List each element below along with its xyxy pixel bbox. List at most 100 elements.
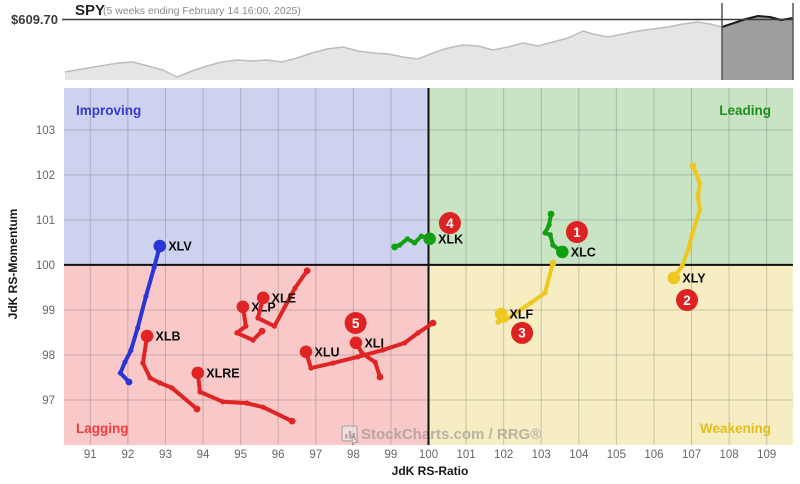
trail-point-XLI xyxy=(372,359,378,365)
trail-point-XLP xyxy=(243,323,249,329)
symbol-dot-XLF[interactable] xyxy=(494,307,508,321)
x-tick-label: 91 xyxy=(84,449,97,461)
symbol-label-XLU[interactable]: XLU xyxy=(314,345,339,359)
symbol-label-XLRE[interactable]: XLRE xyxy=(206,366,239,380)
symbol-dot-XLE[interactable] xyxy=(256,291,270,305)
trail-point-XLY xyxy=(679,263,685,269)
spy-subtitle: (5 weeks ending February 14 16:00, 2025) xyxy=(103,5,301,17)
symbol-dot-XLV[interactable] xyxy=(153,239,167,253)
symbol-label-XLC[interactable]: XLC xyxy=(571,245,596,259)
stockcharts-watermark: StockCharts.com / RRG® xyxy=(341,425,541,447)
trail-point-XLU xyxy=(380,347,386,353)
spy-area xyxy=(65,16,793,80)
symbol-dot-XLP[interactable] xyxy=(236,300,250,314)
trail-point-XLY xyxy=(685,247,691,253)
x-tick-label: 92 xyxy=(121,449,134,461)
y-axis-title: JdK RS-Momentum xyxy=(6,208,20,320)
trail-point-XLK xyxy=(418,233,424,239)
symbol-label-XLK[interactable]: XLK xyxy=(438,232,463,246)
annotation-badge-number: 2 xyxy=(683,293,691,308)
symbol-dot-XLY[interactable] xyxy=(667,271,681,285)
trail-point-XLV xyxy=(125,378,133,386)
x-tick-label: 102 xyxy=(494,449,513,461)
symbol-label-XLY[interactable]: XLY xyxy=(682,271,706,285)
trail-point-XLY xyxy=(695,194,701,200)
x-tick-label: 105 xyxy=(607,449,626,461)
x-tick-label: 107 xyxy=(682,449,701,461)
x-tick-label: 98 xyxy=(347,449,360,461)
trail-point-XLC xyxy=(546,222,552,228)
quadrant-label-lagging: Lagging xyxy=(76,421,129,436)
trail-point-XLC xyxy=(547,232,553,238)
trail-point-XLV xyxy=(143,293,149,300)
x-tick-label: 101 xyxy=(456,449,475,461)
trail-point-XLI xyxy=(359,350,365,356)
annotation-badge-number: 1 xyxy=(573,225,581,240)
trail-point-XLRE xyxy=(197,389,203,395)
trail-point-XLV xyxy=(128,347,134,354)
trail-point-XLRE xyxy=(244,400,250,406)
x-tick-label: 100 xyxy=(419,449,438,461)
trail-point-XLU xyxy=(415,330,421,336)
trail-point-XLP xyxy=(258,327,266,335)
symbol-dot-XLK[interactable] xyxy=(423,232,436,246)
annotation-badge-4: 4 xyxy=(438,212,461,235)
trail-point-XLC xyxy=(547,210,555,218)
y-tick-label: 99 xyxy=(42,305,55,317)
trail-point-XLRE xyxy=(220,399,226,405)
x-tick-label: 93 xyxy=(159,449,172,461)
symbol-dot-XLI[interactable] xyxy=(349,336,363,350)
symbol-label-XLV[interactable]: XLV xyxy=(168,240,192,254)
trail-point-XLI xyxy=(376,373,384,381)
y-tick-label: 97 xyxy=(42,395,55,407)
y-tick-label: 101 xyxy=(36,215,55,227)
annotation-badge-3: 3 xyxy=(511,321,534,344)
trail-point-XLV xyxy=(151,264,157,270)
symbol-dot-XLC[interactable] xyxy=(555,245,569,259)
spy-area-outline xyxy=(64,15,794,78)
trail-point-XLC xyxy=(542,230,548,236)
trail-point-XLB xyxy=(193,405,201,413)
x-tick-label: 99 xyxy=(385,449,398,461)
trail-point-XLB xyxy=(169,385,175,391)
symbol-label-XLF[interactable]: XLF xyxy=(510,307,534,321)
spy-highlight-area xyxy=(722,16,793,80)
quadrant-leading xyxy=(428,88,793,265)
quadrant-label-leading: Leading xyxy=(719,103,771,118)
trail-point-XLRE xyxy=(260,404,266,410)
spy-price-label: $609.70 xyxy=(11,12,58,27)
y-tick-label: 100 xyxy=(36,260,55,272)
symbol-label-XLP[interactable]: XLP xyxy=(251,300,275,314)
x-tick-label: 104 xyxy=(569,449,589,461)
spy-symbol: SPY xyxy=(75,2,106,19)
annotation-badge-number: 3 xyxy=(518,326,526,341)
trail-point-XLF xyxy=(495,319,501,325)
trail-point-XLK xyxy=(404,236,411,242)
symbol-label-XLB[interactable]: XLB xyxy=(156,330,181,344)
trail-point-XLU xyxy=(402,340,408,346)
trail-point-XLU xyxy=(355,354,361,360)
trail-point-XLY xyxy=(689,162,697,170)
x-axis-title: JdK RS-Ratio xyxy=(391,464,469,478)
trail-point-XLY xyxy=(697,180,703,186)
annotation-badge-2: 2 xyxy=(676,289,699,312)
annotation-badge-5: 5 xyxy=(344,311,367,334)
trail-point-XLK xyxy=(396,242,403,248)
quadrant-weakening xyxy=(428,264,793,445)
trail-point-XLF xyxy=(528,300,534,306)
y-tick-label: 98 xyxy=(42,350,55,362)
symbol-label-XLI[interactable]: XLI xyxy=(364,336,383,350)
symbol-dot-XLRE[interactable] xyxy=(191,366,205,380)
x-tick-label: 103 xyxy=(532,449,551,461)
quadrant-improving xyxy=(64,88,429,265)
x-tick-label: 109 xyxy=(757,449,776,461)
quadrant-label-improving: Improving xyxy=(76,103,141,118)
x-tick-label: 94 xyxy=(197,449,210,461)
watermark-text: StockCharts.com / RRG® xyxy=(361,426,541,443)
trail-point-XLP xyxy=(234,330,240,336)
x-tick-label: 97 xyxy=(309,449,322,461)
symbol-dot-XLB[interactable] xyxy=(140,329,154,343)
symbol-label-XLE[interactable]: XLE xyxy=(272,291,296,305)
symbol-dot-XLU[interactable] xyxy=(299,345,313,359)
